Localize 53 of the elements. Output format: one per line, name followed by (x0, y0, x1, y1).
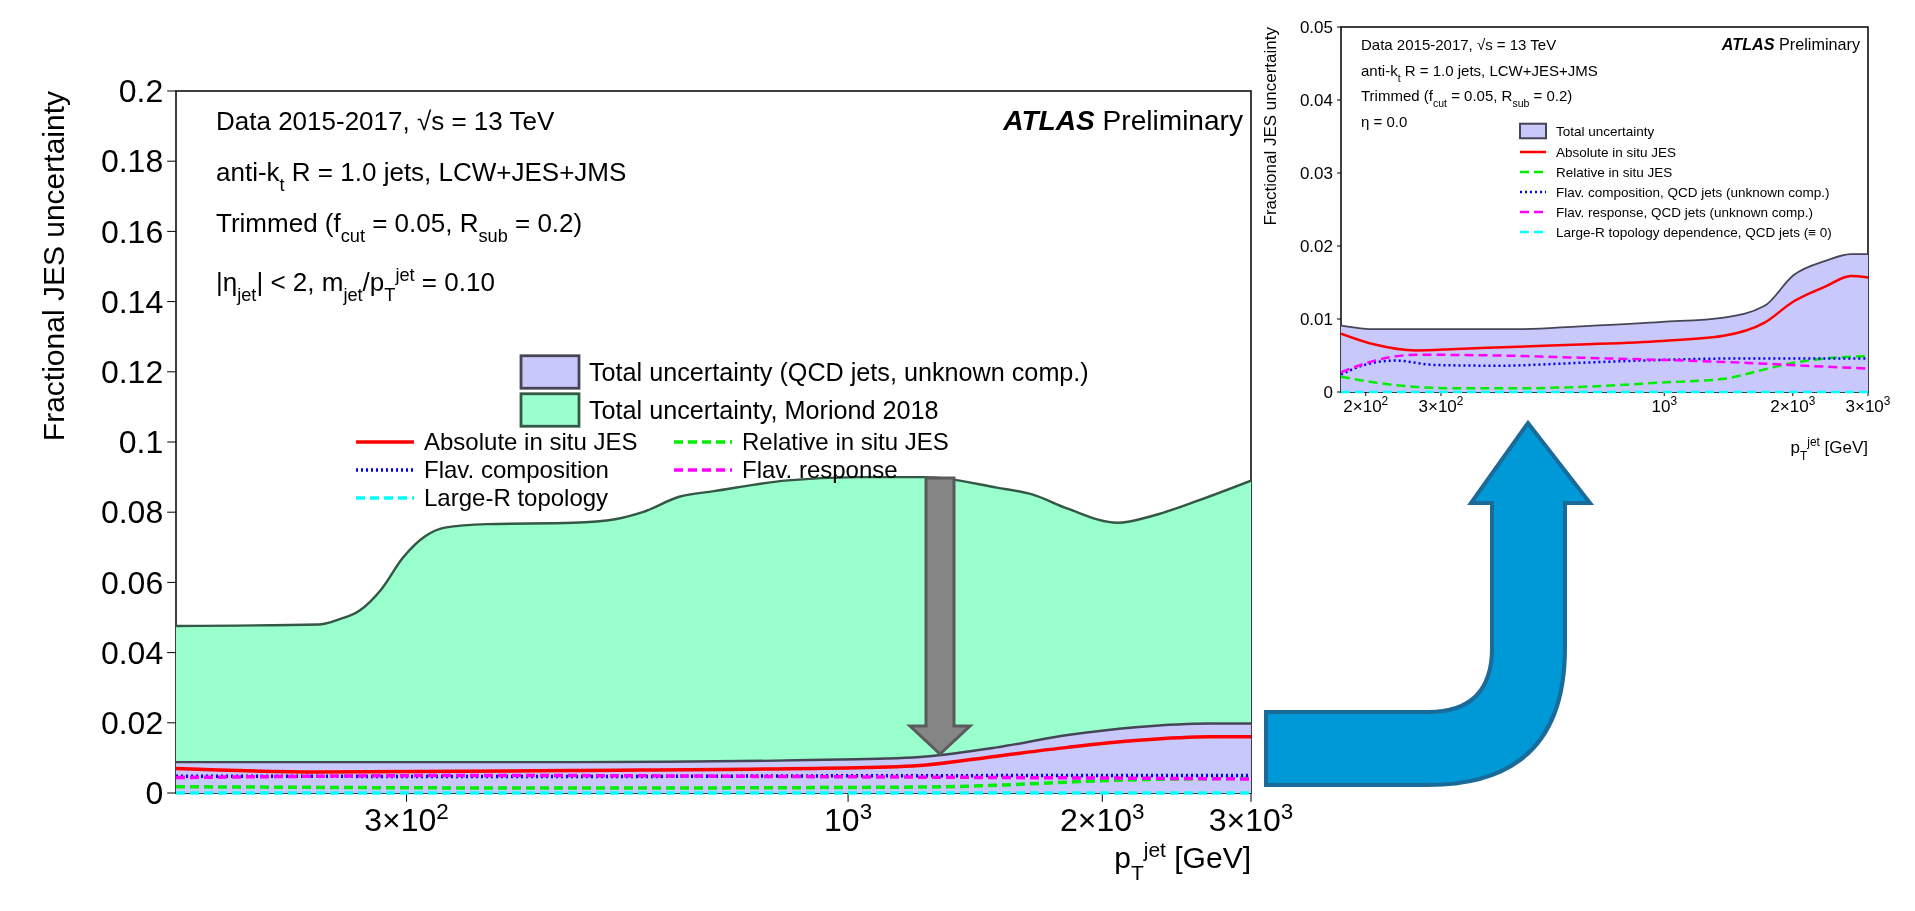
legend-label: Total uncertainty, Moriond 2018 (589, 395, 939, 424)
y-tick-label: 0.12 (100, 354, 164, 390)
y-tick-label: 0.08 (100, 494, 164, 531)
x-tick-label: 10$^{3}$ (824, 798, 873, 839)
legend-label: Total uncertainty (1556, 123, 1655, 139)
x-tick-label: 3×10$^{3}$ (1845, 394, 1891, 417)
y-tick-label: 0 (1323, 382, 1333, 402)
y-tick-label: 0.06 (100, 564, 164, 601)
y-tick-label: 0.1 (118, 424, 164, 461)
y-axis-title: Fractional JES uncertainty (36, 91, 70, 442)
annotation: Data 2015-2017, √s = 13 TeV (1361, 36, 1557, 53)
legend-label: Absolute in situ JES (1556, 144, 1677, 160)
y-tick-label: 0.16 (100, 213, 164, 250)
x-tick-label: 2×10$^{2}$ (1343, 394, 1389, 417)
annotation: Trimmed (f$_{cut}$ = 0.05, R$_{sub}$ = 0.2) (216, 208, 583, 246)
legend-label: Flav. response (742, 456, 898, 484)
legend-label: Relative in situ JES (742, 428, 949, 456)
legend-label: Flav. response, QCD jets (unknown comp.) (1556, 204, 1814, 220)
annotation: |η$_{jet}$| < 2, m$_{jet}$/p$_{T}$$^{jet}$ = 0.10 (216, 265, 495, 305)
y-tick-label: 0.05 (1299, 17, 1333, 37)
x-tick-label: 3×10$^{2}$ (364, 798, 449, 839)
annotation: Data 2015-2017, √s = 13 TeV (216, 106, 555, 136)
y-tick-label: 0.01 (1299, 309, 1333, 329)
annotation: η = 0.0 (1361, 112, 1408, 130)
x-tick-label: 2×10$^{3}$ (1060, 798, 1145, 839)
x-tick-label: 2×10$^{3}$ (1770, 394, 1816, 417)
legend-label: Large-R topology dependence, QCD jets (≡ 0) (1556, 224, 1832, 240)
x-tick-label: 3×10$^{2}$ (1418, 394, 1464, 417)
x-tick-label: 10$^{3}$ (1651, 394, 1678, 417)
y-tick-label: 0.02 (1299, 236, 1333, 256)
y-tick-label: 0.03 (1299, 163, 1333, 183)
x-tick-label: 3×10$^{3}$ (1208, 798, 1294, 839)
annotation: anti-k$_{t}$ R = 1.0 jets, LCW+JES+JMS (216, 157, 627, 195)
y-tick-label: 0.14 (100, 283, 164, 320)
y-tick-label: 0.2 (118, 73, 164, 110)
legend-label: Total uncertainty (QCD jets, unknown comp.) (589, 357, 1089, 386)
legend-label: Large-R topology (424, 484, 609, 512)
y-axis-title: Fractional JES uncertainty (1260, 26, 1280, 226)
annotation: anti-k$_{t}$ R = 1.0 jets, LCW+JES+JMS (1361, 61, 1598, 84)
legend-label: Flav. composition, QCD jets (unknown comp.) (1556, 184, 1830, 200)
legend-label: Absolute in situ JES (424, 428, 638, 456)
x-axis-title: p$_{T}$$^{jet}$ [GeV] (1114, 837, 1251, 884)
y-tick-label: 0.02 (100, 705, 164, 741)
annotation: ATLAS Preliminary (1002, 105, 1243, 136)
y-tick-label: 0.04 (1299, 90, 1333, 110)
legend-label: Relative in situ JES (1556, 164, 1673, 180)
y-tick-label: 0 (145, 775, 164, 812)
y-tick-label: 0.18 (100, 143, 164, 180)
annotation: ATLAS Preliminary (1720, 35, 1861, 53)
legend-label: Flav. composition (424, 456, 609, 484)
y-tick-label: 0.04 (100, 634, 164, 671)
annotation: Trimmed (f$_{cut}$ = 0.05, R$_{sub}$ = 0.2) (1361, 87, 1573, 109)
x-axis-title: p$_{T}$$^{jet}$ [GeV] (1790, 435, 1868, 463)
